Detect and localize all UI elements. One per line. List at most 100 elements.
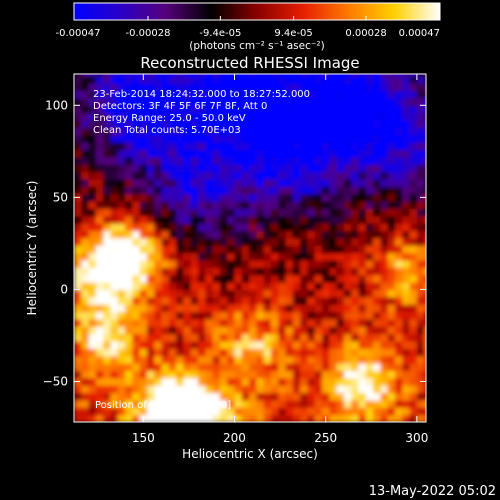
heatmap-cell (380, 208, 389, 217)
heatmap-cell (285, 304, 294, 313)
heatmap-cell (409, 90, 418, 99)
heatmap-cell (292, 178, 301, 187)
heatmap-cell (263, 311, 272, 320)
heatmap-cell (373, 363, 382, 372)
heatmap-cell (241, 348, 250, 357)
heatmap-cell (125, 267, 133, 276)
heatmap-cell (234, 215, 243, 224)
heatmap-cell (329, 75, 338, 84)
heatmap-cell (190, 134, 199, 143)
heatmap-cell (212, 178, 221, 187)
heatmap-cell (249, 296, 257, 305)
heatmap-cell (183, 112, 192, 121)
heatmap-cell (81, 333, 90, 342)
heatmap-cell (227, 392, 236, 401)
heatmap-cell (205, 97, 214, 106)
heatmap-cell (424, 304, 426, 313)
heatmap-cell (161, 230, 170, 239)
heatmap-cell (183, 178, 192, 187)
heatmap-cell (168, 267, 177, 276)
heatmap-cell (351, 304, 360, 313)
heatmap-cell (307, 311, 316, 320)
heatmap-cell (95, 296, 104, 305)
heatmap-cell (292, 120, 301, 128)
heatmap-cell (249, 105, 257, 114)
heatmap-cell (270, 142, 279, 151)
heatmap-cell (81, 74, 90, 77)
heatmap-cell (241, 363, 250, 372)
heatmap-cell (343, 259, 352, 268)
heatmap-cell (168, 105, 177, 114)
heatmap-cell (241, 193, 250, 202)
heatmap-cell (256, 296, 265, 305)
heatmap-cell (249, 74, 257, 77)
heatmap-cell (103, 348, 112, 357)
heatmap-cell (190, 370, 199, 379)
heatmap-cell (256, 97, 265, 106)
heatmap-cell (168, 230, 177, 239)
heatmap-cell (263, 267, 272, 276)
heatmap-cell (146, 178, 155, 187)
heatmap-cell (74, 363, 82, 372)
heatmap-cell (314, 83, 323, 92)
heatmap-cell (358, 156, 367, 165)
heatmap-cell (103, 237, 112, 246)
heatmap-cell (227, 186, 236, 195)
heatmap-cell (424, 245, 426, 254)
heatmap-cell (336, 289, 345, 298)
heatmap-cell (394, 267, 403, 276)
heatmap-cell (329, 237, 338, 246)
heatmap-cell (307, 215, 316, 224)
heatmap-cell (146, 259, 155, 268)
heatmap-cell (416, 311, 425, 320)
heatmap-cell (125, 201, 133, 210)
heatmap-cell (336, 215, 345, 224)
heatmap-cell (292, 156, 301, 165)
heatmap-cell (190, 237, 199, 246)
heatmap-cell (81, 134, 90, 143)
heatmap-cell (343, 186, 352, 195)
heatmap-cell (161, 83, 170, 92)
heatmap-cell (132, 178, 141, 187)
heatmap-cell (168, 274, 177, 283)
heatmap-cell (292, 75, 301, 84)
heatmap-cell (227, 399, 236, 408)
heatmap-cell (307, 348, 316, 357)
heatmap-cell (132, 97, 141, 106)
heatmap-cell (387, 193, 396, 202)
heatmap-cell (154, 193, 163, 202)
heatmap-cell (219, 142, 228, 151)
heatmap-cell (241, 230, 250, 239)
heatmap-cell (249, 208, 257, 217)
heatmap-cell (132, 164, 141, 173)
heatmap-cell (263, 178, 272, 187)
heatmap-cell (81, 97, 90, 106)
heatmap-cell (373, 74, 382, 77)
heatmap-cell (270, 74, 279, 77)
heatmap-cell (416, 289, 425, 298)
heatmap-cell (88, 311, 97, 320)
heatmap-cell (168, 134, 177, 143)
heatmap-cell (205, 201, 214, 210)
heatmap-cell (241, 392, 250, 401)
heatmap-cell (227, 274, 236, 283)
heatmap-cell (212, 245, 221, 254)
heatmap-cell (292, 296, 301, 305)
heatmap-cell (212, 318, 221, 327)
heatmap-cell (322, 245, 330, 254)
heatmap-cell (198, 208, 206, 217)
heatmap-cell (74, 340, 82, 349)
heatmap-cell (168, 348, 177, 357)
heatmap-cell (314, 186, 323, 195)
heatmap-cell (343, 178, 352, 187)
heatmap-cell (234, 385, 243, 394)
heatmap-cell (241, 318, 250, 327)
heatmap-cell (314, 252, 323, 261)
heatmap-cell (95, 120, 104, 128)
heatmap-cell (212, 156, 221, 165)
heatmap-cell (351, 134, 360, 143)
heatmap-cell (300, 296, 309, 305)
heatmap-cell (234, 149, 243, 158)
heatmap-cell (351, 282, 360, 291)
heatmap-cell (263, 208, 272, 217)
